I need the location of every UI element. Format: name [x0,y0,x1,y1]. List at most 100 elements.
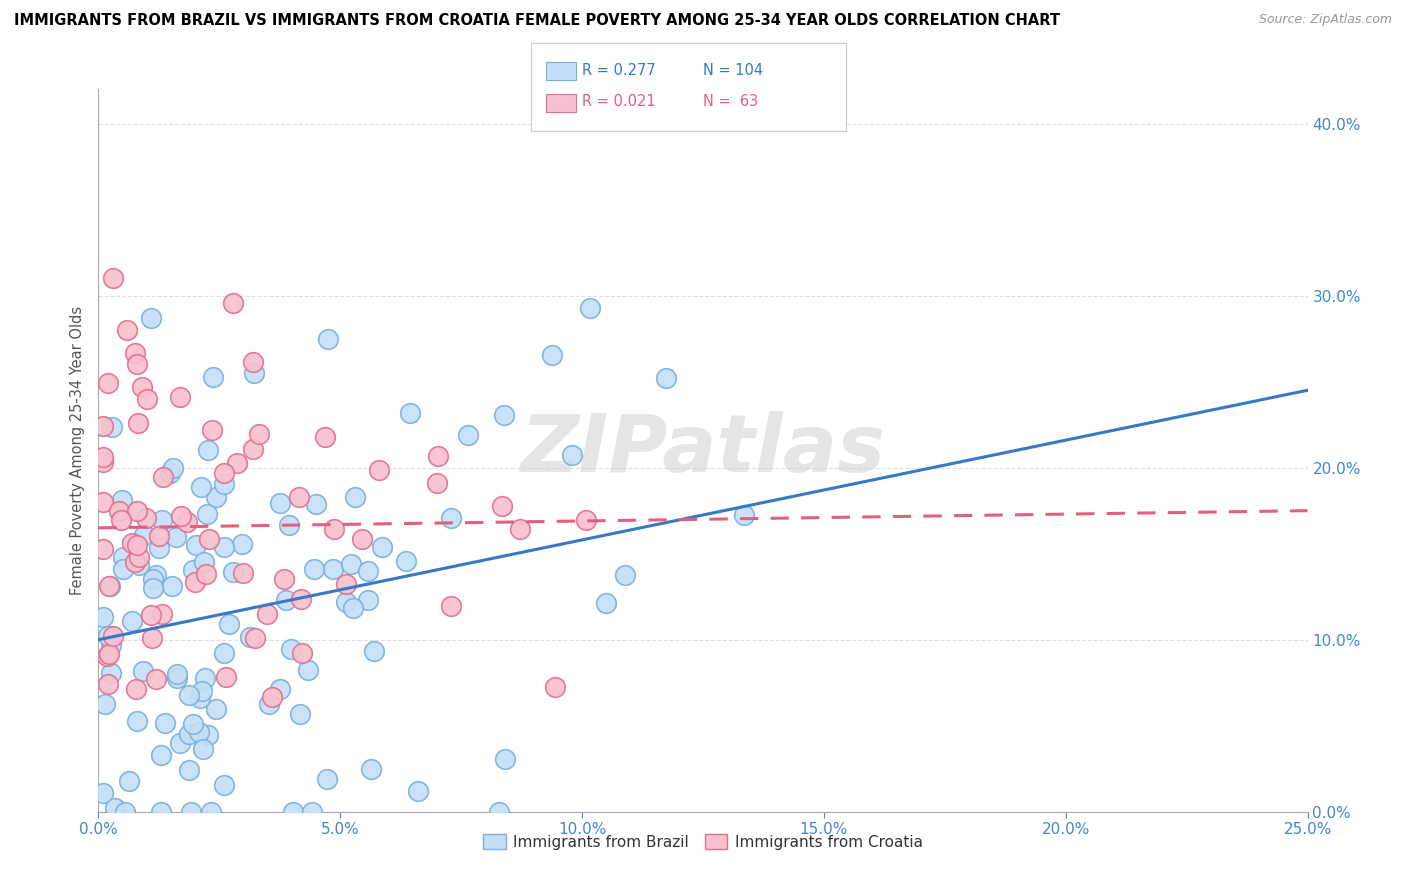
Point [322,522,344,536]
Point [110,513,132,527]
Point [111,493,134,508]
Point [152,469,174,483]
Point [111,550,134,565]
Point [159,466,181,480]
Point [322,561,344,575]
Point [733,508,755,522]
Point [169,736,191,750]
Point [142,581,165,595]
Point [242,442,264,456]
Point [360,762,382,776]
Point [101,419,124,434]
Point [222,295,245,310]
Point [91,419,114,434]
Point [281,805,304,819]
Point [121,535,143,549]
Point [91,455,114,469]
Point [197,443,219,458]
Point [561,449,583,463]
Point [239,630,262,644]
Point [125,681,148,696]
Point [150,513,173,527]
Point [406,784,429,798]
Point [150,607,173,622]
Point [457,428,479,442]
Point [188,691,211,706]
Point [290,592,312,607]
Point [191,684,214,698]
Point [153,715,176,730]
Point [350,533,373,547]
Point [107,504,129,518]
Point [91,610,114,624]
Point [121,614,143,628]
Point [232,566,254,580]
Point [357,592,380,607]
Point [170,508,193,523]
Point [97,579,120,593]
Point [179,727,201,741]
Point [314,430,336,444]
Point [135,511,157,525]
Point [98,579,121,593]
Text: R = 0.277: R = 0.277 [582,63,655,78]
Point [277,518,299,533]
Point [200,805,222,819]
Text: N = 104: N = 104 [703,63,763,78]
Point [343,491,366,505]
Point [128,558,150,572]
Point [201,369,224,384]
Point [127,417,149,431]
Point [181,563,204,577]
Point [614,568,637,582]
Point [132,528,155,542]
Point [131,380,153,394]
Point [127,714,149,729]
Point [96,649,118,664]
Text: Source: ZipAtlas.com: Source: ZipAtlas.com [1258,13,1392,27]
Point [260,690,283,704]
Point [316,332,339,346]
Point [212,778,235,792]
Point [205,702,228,716]
Point [104,800,127,814]
Point [249,427,271,442]
Point [112,562,135,576]
Point [101,629,124,643]
Point [242,366,264,380]
Point [242,354,264,368]
Point [212,477,235,491]
Point [269,496,291,510]
Point [256,607,278,621]
Point [145,567,167,582]
Point [335,594,357,608]
Point [100,665,122,680]
Point [195,566,218,581]
Point [94,697,117,711]
Point [231,537,253,551]
Point [179,688,201,702]
Point [578,301,600,315]
Point [91,450,114,465]
Point [124,555,146,569]
Point [494,752,516,766]
Point [191,741,214,756]
Point [288,706,311,721]
Point [340,557,363,571]
Point [280,642,302,657]
Point [148,528,170,542]
Point [342,600,364,615]
Point [371,540,394,554]
Point [132,664,155,678]
Point [180,805,202,819]
Point [165,530,187,544]
Point [98,647,121,661]
Point [114,805,136,819]
Point [302,562,325,576]
Point [181,717,204,731]
Point [212,646,235,660]
Point [124,345,146,359]
Point [193,556,215,570]
Point [427,449,450,463]
Legend: Immigrants from Brazil, Immigrants from Croatia: Immigrants from Brazil, Immigrants from … [477,829,929,856]
